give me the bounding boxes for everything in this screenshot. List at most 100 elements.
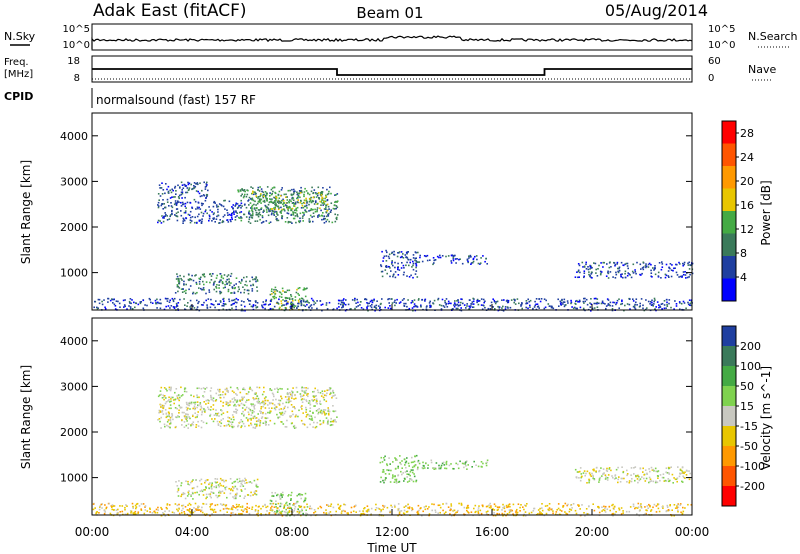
- echo-cell: [680, 302, 683, 305]
- echo-cell: [406, 261, 408, 264]
- echo-cell: [485, 512, 488, 515]
- echo-cell: [103, 509, 106, 512]
- echo-cell: [159, 411, 162, 413]
- echo-cell: [239, 391, 242, 394]
- echo-cell: [486, 263, 488, 265]
- echo-cell: [207, 189, 209, 192]
- echo-cell: [223, 480, 225, 483]
- echo-cell: [226, 424, 228, 427]
- echo-cell: [293, 510, 295, 512]
- echo-cell: [399, 301, 402, 303]
- echo-cell: [280, 293, 283, 296]
- echo-cell: [687, 503, 689, 506]
- echo-cell: [618, 298, 620, 300]
- echo-cell: [683, 302, 686, 304]
- echo-cell: [250, 186, 252, 188]
- echo-cell: [477, 511, 479, 513]
- echo-cell: [254, 200, 256, 203]
- echo-cell: [654, 267, 656, 269]
- echo-cell: [231, 286, 234, 289]
- echo-cell: [205, 422, 208, 425]
- echo-cell: [305, 512, 307, 515]
- echo-cell: [303, 199, 306, 202]
- echo-cell: [296, 206, 299, 209]
- echo-cell: [234, 403, 236, 406]
- echo-cell: [635, 474, 637, 477]
- echo-cell: [159, 420, 161, 423]
- echo-cell: [286, 393, 289, 395]
- echo-cell: [218, 287, 220, 289]
- echo-cell: [678, 261, 680, 264]
- echo-cell: [659, 479, 661, 482]
- echo-cell: [292, 213, 295, 215]
- echo-cell: [282, 299, 284, 301]
- echo-cell: [242, 397, 244, 399]
- colorbar-segment: [722, 486, 736, 507]
- echo-cell: [172, 399, 175, 401]
- echo-cell: [366, 509, 369, 511]
- echo-cell: [470, 305, 472, 307]
- echo-cell: [298, 512, 301, 514]
- echo-cell: [210, 275, 213, 277]
- echo-cell: [332, 405, 334, 407]
- echo-cell: [638, 510, 641, 512]
- echo-cell: [388, 457, 390, 459]
- echo-cell: [220, 400, 222, 403]
- echo-cell: [255, 301, 257, 303]
- echo-cell: [202, 215, 204, 217]
- echo-cell: [210, 398, 213, 401]
- echo-cell: [221, 409, 223, 412]
- echo-cell: [677, 509, 679, 512]
- echo-cell: [250, 482, 253, 484]
- echo-cell: [301, 386, 303, 389]
- echo-cell: [303, 191, 306, 193]
- echo-cell: [393, 504, 396, 507]
- echo-cell: [362, 510, 364, 512]
- echo-cell: [196, 485, 199, 488]
- echo-cell: [233, 397, 236, 399]
- echo-cell: [167, 305, 170, 307]
- echo-cell: [305, 406, 307, 409]
- echo-cell: [569, 508, 571, 510]
- echo-cell: [682, 472, 684, 474]
- y-tick-label: 2000: [60, 221, 88, 234]
- echo-cell: [665, 510, 668, 512]
- echo-cell: [198, 300, 200, 303]
- echo-cell: [422, 467, 424, 470]
- echo-cell: [325, 220, 327, 223]
- echo-cell: [415, 263, 418, 265]
- echo-cell: [309, 423, 311, 426]
- echo-cell: [334, 220, 337, 223]
- echo-cell: [664, 276, 667, 279]
- echo-cell: [435, 462, 438, 464]
- echo-cell: [669, 267, 671, 270]
- echo-cell: [300, 419, 303, 422]
- echo-cell: [258, 418, 260, 421]
- echo-cell: [265, 220, 268, 222]
- echo-cell: [626, 473, 629, 475]
- echo-cell: [203, 194, 206, 197]
- echo-cell: [287, 395, 289, 398]
- echo-cell: [457, 307, 459, 310]
- nave-tick-bottom: 0: [708, 73, 714, 84]
- echo-cell: [246, 506, 248, 508]
- echo-cell: [290, 415, 293, 417]
- echo-cell: [235, 496, 237, 499]
- echo-cell: [280, 302, 283, 305]
- echo-cell: [209, 390, 212, 392]
- echo-cell: [162, 220, 165, 223]
- echo-cell: [392, 474, 394, 476]
- echo-cell: [595, 272, 597, 274]
- echo-cell: [621, 466, 623, 468]
- echo-cell: [119, 306, 121, 308]
- echo-cell: [165, 416, 168, 419]
- echo-cell: [261, 401, 263, 404]
- echo-cell: [441, 462, 444, 465]
- echo-cell: [225, 403, 228, 406]
- echo-cell: [182, 288, 184, 290]
- echo-cell: [194, 416, 197, 419]
- echo-cell: [388, 257, 391, 260]
- echo-cell: [318, 192, 320, 194]
- echo-cell: [321, 412, 323, 414]
- echo-cell: [561, 301, 563, 304]
